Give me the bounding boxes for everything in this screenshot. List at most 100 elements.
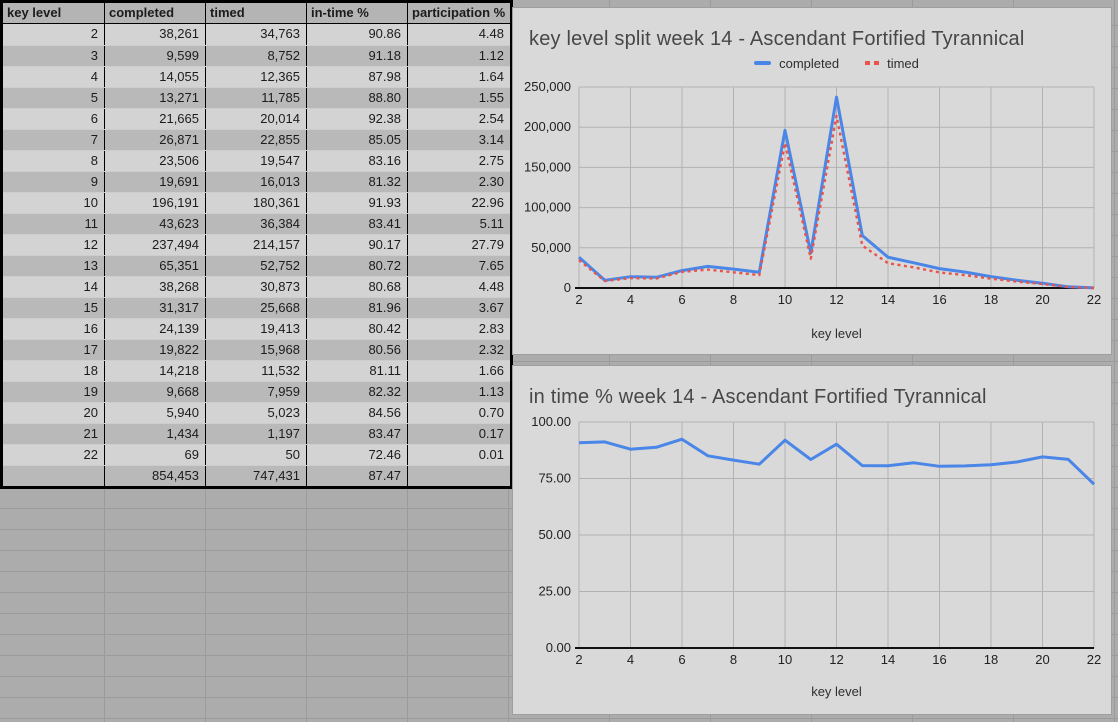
table-cell[interactable]: 13 xyxy=(3,256,105,276)
table-cell[interactable]: 21,665 xyxy=(105,109,206,129)
table-cell[interactable]: 22.96 xyxy=(471,195,504,210)
table-cell[interactable]: 9,668 xyxy=(105,382,206,402)
table-cell[interactable]: 31,317 xyxy=(105,298,206,318)
table-cell[interactable]: 196,191 xyxy=(105,193,206,213)
table-cell[interactable]: 7 xyxy=(3,130,105,150)
table-cell[interactable]: 80.72 xyxy=(307,256,408,276)
table-cell[interactable]: 65,351 xyxy=(105,256,206,276)
table-cell[interactable]: 12,365 xyxy=(206,67,307,87)
table-cell[interactable]: 214,157 xyxy=(206,235,307,255)
table-cell[interactable]: 2.30 xyxy=(478,174,504,189)
table-cell[interactable]: 90.86 xyxy=(307,24,408,45)
table-cell[interactable]: 3.67 xyxy=(478,300,504,315)
table-cell[interactable]: 90.17 xyxy=(307,235,408,255)
table-cell[interactable]: 38,261 xyxy=(105,24,206,45)
table-cell[interactable]: 81.96 xyxy=(307,298,408,318)
table-cell[interactable]: 27.79 xyxy=(471,237,504,252)
table-cell[interactable]: 52,752 xyxy=(206,256,307,276)
table-cell[interactable]: 17 xyxy=(3,340,105,360)
table-cell[interactable]: 180,361 xyxy=(206,193,307,213)
table-cell[interactable]: 5,023 xyxy=(206,403,307,423)
table-cell[interactable]: 6 xyxy=(3,109,105,129)
table-cell[interactable]: 83.41 xyxy=(307,214,408,234)
table-cell[interactable]: 7,959 xyxy=(206,382,307,402)
table-cell[interactable]: 5,940 xyxy=(105,403,206,423)
table-cell[interactable]: 7.65 xyxy=(478,258,504,273)
table-cell[interactable]: 25,668 xyxy=(206,298,307,318)
table-cell[interactable]: 9 xyxy=(3,172,105,192)
table-cell[interactable]: 92.38 xyxy=(307,109,408,129)
table-cell[interactable]: 8,752 xyxy=(206,46,307,66)
table-cell[interactable]: 1,434 xyxy=(105,424,206,444)
table-cell[interactable]: 1.64 xyxy=(478,69,504,84)
table-cell[interactable]: 30,873 xyxy=(206,277,307,297)
table-cell[interactable]: 11 xyxy=(3,214,105,234)
table-cell[interactable]: 87.98 xyxy=(307,67,408,87)
table-cell[interactable]: 13,271 xyxy=(105,88,206,108)
key-level-data-table[interactable]: key level completed timed in-time % particip… xyxy=(0,0,513,489)
table-cell[interactable]: 83.47 xyxy=(307,424,408,444)
table-cell[interactable]: 0.17 xyxy=(478,426,504,441)
table-cell[interactable]: 9,599 xyxy=(105,46,206,66)
table-cell[interactable]: participation % xyxy=(412,5,506,20)
table-cell[interactable]: 81.11 xyxy=(307,361,408,381)
table-cell[interactable]: 91.93 xyxy=(307,193,408,213)
table-cell[interactable]: 2.75 xyxy=(478,153,504,168)
table-cell[interactable]: 80.56 xyxy=(307,340,408,360)
table-cell[interactable]: 69 xyxy=(105,445,206,465)
table-cell[interactable]: 2.83 xyxy=(478,321,504,336)
table-cell[interactable]: 0.70 xyxy=(478,405,504,420)
table-cell[interactable]: 84.56 xyxy=(307,403,408,423)
table-cell[interactable]: 81.32 xyxy=(307,172,408,192)
table-cell[interactable] xyxy=(3,466,105,486)
table-cell[interactable]: 80.68 xyxy=(307,277,408,297)
table-cell[interactable]: 19,691 xyxy=(105,172,206,192)
table-cell[interactable]: 4.48 xyxy=(478,279,504,294)
table-cell[interactable]: 50 xyxy=(206,445,307,465)
table-cell[interactable]: 14,218 xyxy=(105,361,206,381)
table-cell[interactable] xyxy=(408,466,510,486)
table-cell[interactable]: 23,506 xyxy=(105,151,206,171)
table-cell[interactable]: 1.55 xyxy=(478,90,504,105)
table-cell[interactable]: 34,763 xyxy=(206,24,307,45)
table-cell[interactable]: key level xyxy=(3,3,105,23)
table-cell[interactable]: 82.32 xyxy=(307,382,408,402)
table-cell[interactable]: 1.66 xyxy=(478,363,504,378)
table-cell[interactable]: in-time % xyxy=(307,3,408,23)
table-cell[interactable]: 91.18 xyxy=(307,46,408,66)
table-cell[interactable]: 83.16 xyxy=(307,151,408,171)
table-cell[interactable]: 11,785 xyxy=(206,88,307,108)
table-cell[interactable]: 5.11 xyxy=(479,216,504,231)
table-cell[interactable]: 16,013 xyxy=(206,172,307,192)
table-cell[interactable]: 12 xyxy=(3,235,105,255)
table-cell[interactable]: 3 xyxy=(3,46,105,66)
table-cell[interactable]: 72.46 xyxy=(307,445,408,465)
table-cell[interactable]: completed xyxy=(105,3,206,23)
table-cell[interactable]: 38,268 xyxy=(105,277,206,297)
table-cell[interactable]: 19,822 xyxy=(105,340,206,360)
table-cell[interactable]: 87.47 xyxy=(307,466,408,486)
table-cell[interactable]: 8 xyxy=(3,151,105,171)
table-cell[interactable]: 237,494 xyxy=(105,235,206,255)
table-cell[interactable]: 26,871 xyxy=(105,130,206,150)
table-cell[interactable]: 36,384 xyxy=(206,214,307,234)
table-cell[interactable]: 1,197 xyxy=(206,424,307,444)
table-cell[interactable]: 14,055 xyxy=(105,67,206,87)
table-cell[interactable]: 2.54 xyxy=(478,111,504,126)
table-cell[interactable]: 22 xyxy=(3,445,105,465)
table-cell[interactable]: 21 xyxy=(3,424,105,444)
table-cell[interactable]: 19,413 xyxy=(206,319,307,339)
table-cell[interactable]: 11,532 xyxy=(206,361,307,381)
table-cell[interactable]: 0.01 xyxy=(478,447,504,462)
table-cell[interactable]: 14 xyxy=(3,277,105,297)
table-cell[interactable]: 88.80 xyxy=(307,88,408,108)
table-cell[interactable]: 16 xyxy=(3,319,105,339)
table-cell[interactable]: 747,431 xyxy=(206,466,307,486)
table-cell[interactable]: 4.48 xyxy=(478,26,504,41)
table-cell[interactable]: 20,014 xyxy=(206,109,307,129)
table-cell[interactable]: 15 xyxy=(3,298,105,318)
chart-panel-key-level-split[interactable]: 2 4 6 8 10 12 14 16 18 20 22 0 50,000 100,000 150,000 2… xyxy=(512,7,1112,355)
table-cell[interactable]: 19,547 xyxy=(206,151,307,171)
table-cell[interactable]: 15,968 xyxy=(206,340,307,360)
table-cell[interactable]: 18 xyxy=(3,361,105,381)
